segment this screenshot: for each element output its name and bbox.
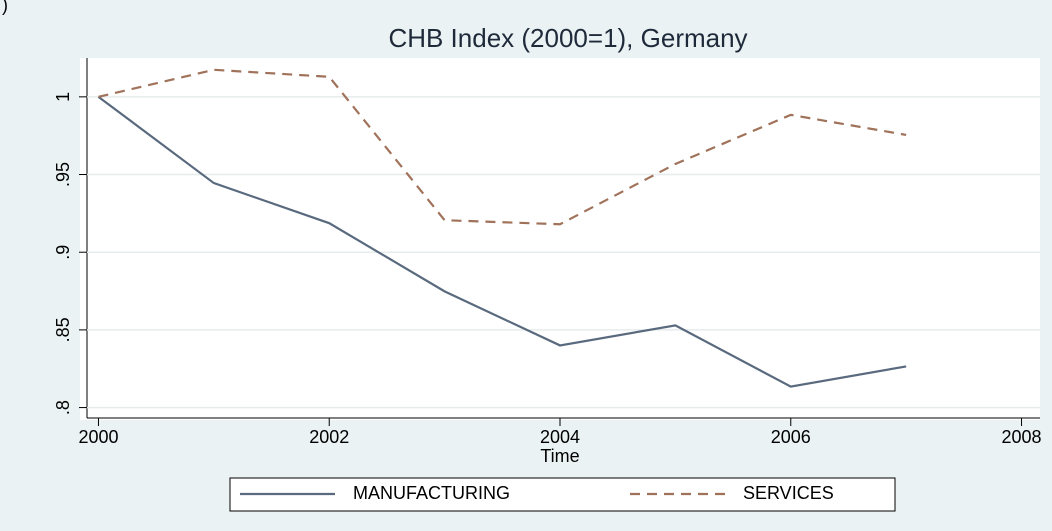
- series-line: [97, 95, 907, 388]
- series-line: [98, 68, 907, 226]
- x-tick-label: 2000: [78, 427, 118, 447]
- legend-label: SERVICES: [743, 483, 834, 503]
- y-tick-label: .8: [53, 400, 73, 415]
- x-tick-label: 2002: [309, 427, 349, 447]
- legend-label: MANUFACTURING: [353, 483, 510, 503]
- y-tick-label: .95: [53, 162, 73, 187]
- x-tick-label: 2004: [540, 427, 580, 447]
- x-axis-label: Time: [540, 446, 579, 466]
- y-tick-label: .85: [53, 317, 73, 342]
- x-tick-label: 2006: [771, 427, 811, 447]
- y-tick-label: .9: [53, 245, 73, 260]
- chart-title: CHB Index (2000=1), Germany: [388, 23, 747, 53]
- plot-area: [80, 58, 1040, 420]
- corner-text: ): [2, 0, 8, 15]
- legend: [229, 477, 896, 512]
- y-tick-label: 1: [53, 92, 73, 102]
- x-tick-label: 2008: [1002, 427, 1042, 447]
